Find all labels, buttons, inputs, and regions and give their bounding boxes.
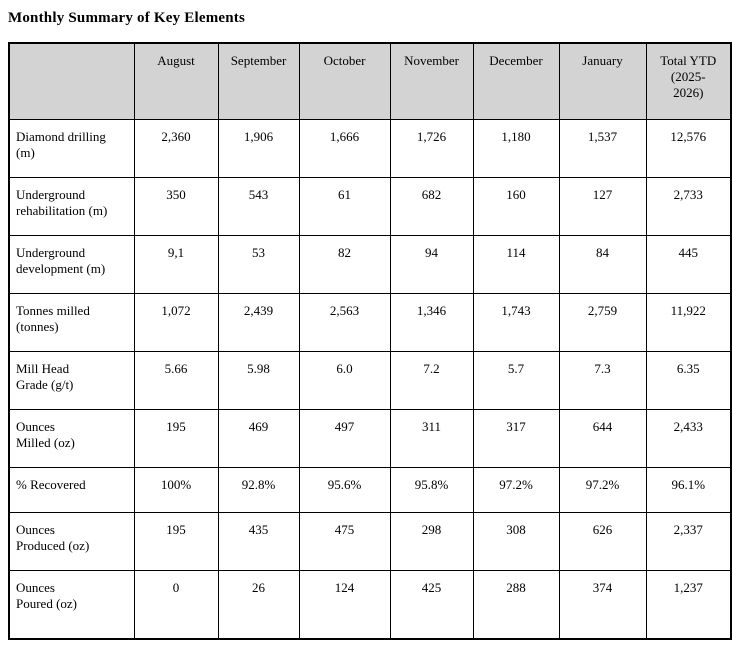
row-label: % Recovered: [8, 466, 135, 513]
row-label: Underground development (m): [8, 234, 135, 294]
column-header-september: September: [217, 42, 300, 120]
table-cell: 374: [558, 569, 647, 640]
table-cell: 82: [298, 234, 391, 294]
table-cell: 2,439: [217, 292, 300, 352]
table-cell: 127: [558, 176, 647, 236]
table-cell: 435: [217, 511, 300, 571]
table-cell: 350: [133, 176, 219, 236]
table-cell: 1,180: [472, 118, 560, 178]
table-cell: 95.8%: [389, 466, 474, 513]
row-label: Mill Head Grade (g/t): [8, 350, 135, 410]
table-cell: 97.2%: [558, 466, 647, 513]
table-cell: 9,1: [133, 234, 219, 294]
table-cell: 425: [389, 569, 474, 640]
table-cell: 7.2: [389, 350, 474, 410]
table-row: Ounces Poured (oz) 0 26 124 425 288 374 1,237: [8, 569, 732, 640]
table-cell: 12,576: [645, 118, 732, 178]
table-row: Underground rehabilitation (m) 350 543 61 68…: [8, 176, 732, 236]
table-cell: 97.2%: [472, 466, 560, 513]
table-cell: 311: [389, 408, 474, 468]
table-row: Ounces Produced (oz) 195 435 475 298 308 626 2,…: [8, 511, 732, 571]
column-header-total-ytd: Total YTD (2025- 2026): [645, 42, 732, 120]
table-cell: 288: [472, 569, 560, 640]
table-cell: 96.1%: [645, 466, 732, 513]
table-cell: 114: [472, 234, 560, 294]
table-cell: 2,360: [133, 118, 219, 178]
row-label: Tonnes milled (tonnes): [8, 292, 135, 352]
table-cell: 469: [217, 408, 300, 468]
table-row: Diamond drilling (m) 2,360 1,906 1,666 1,726…: [8, 118, 732, 178]
page-title: Monthly Summary of Key Elements: [8, 10, 246, 26]
table-cell: 317: [472, 408, 560, 468]
table-cell: 2,337: [645, 511, 732, 571]
table-cell: 1,906: [217, 118, 300, 178]
table-cell: 475: [298, 511, 391, 571]
table-cell: 5.7: [472, 350, 560, 410]
column-header-november: November: [389, 42, 474, 120]
table-cell: 2,759: [558, 292, 647, 352]
table-cell: 298: [389, 511, 474, 571]
table-cell: 1,726: [389, 118, 474, 178]
table-cell: 95.6%: [298, 466, 391, 513]
table-cell: 5.98: [217, 350, 300, 410]
table-row: Ounces Milled (oz) 195 469 497 311 317 644 2,43…: [8, 408, 732, 468]
table-row: % Recovered 100% 92.8% 95.6% 95.8% 97.2% 97.2%…: [8, 466, 732, 513]
row-label: Diamond drilling (m): [8, 118, 135, 178]
table-cell: 682: [389, 176, 474, 236]
table-cell: 2,433: [645, 408, 732, 468]
table-cell: 5.66: [133, 350, 219, 410]
column-header-october: October: [298, 42, 391, 120]
row-label: Ounces Poured (oz): [8, 569, 135, 640]
table-row: Underground development (m) 9,1 53 82 94 114 8…: [8, 234, 732, 294]
table-cell: 644: [558, 408, 647, 468]
table-cell: 94: [389, 234, 474, 294]
row-label: Ounces Milled (oz): [8, 408, 135, 468]
table-cell: 124: [298, 569, 391, 640]
row-label: Underground rehabilitation (m): [8, 176, 135, 236]
table-cell: 0: [133, 569, 219, 640]
table-cell: 1,072: [133, 292, 219, 352]
table-cell: 1,537: [558, 118, 647, 178]
table-cell: 1,666: [298, 118, 391, 178]
table-cell: 445: [645, 234, 732, 294]
table-header: August September October November Decemb…: [8, 42, 732, 120]
table-cell: 11,922: [645, 292, 732, 352]
table-cell: 1,346: [389, 292, 474, 352]
table-cell: 2,733: [645, 176, 732, 236]
table-cell: 1,743: [472, 292, 560, 352]
table-cell: 7.3: [558, 350, 647, 410]
table-cell: 53: [217, 234, 300, 294]
row-label: Ounces Produced (oz): [8, 511, 135, 571]
table-row: Tonnes milled (tonnes) 1,072 2,439 2,563 1,3…: [8, 292, 732, 352]
column-header-january: January: [558, 42, 647, 120]
table-cell: 1,237: [645, 569, 732, 640]
table-cell: 26: [217, 569, 300, 640]
table-cell: 6.35: [645, 350, 732, 410]
header-row: August September October November Decemb…: [8, 42, 732, 120]
table-row: Mill Head Grade (g/t) 5.66 5.98 6.0 7.2 5.7 7.…: [8, 350, 732, 410]
table-cell: 61: [298, 176, 391, 236]
table-cell: 497: [298, 408, 391, 468]
table-cell: 160: [472, 176, 560, 236]
table-cell: 92.8%: [217, 466, 300, 513]
column-header-blank: [8, 42, 135, 120]
table-cell: 195: [133, 408, 219, 468]
table-cell: 2,563: [298, 292, 391, 352]
table-cell: 6.0: [298, 350, 391, 410]
monthly-summary-table: August September October November Decemb…: [8, 42, 732, 640]
table-cell: 84: [558, 234, 647, 294]
table-cell: 626: [558, 511, 647, 571]
table-cell: 543: [217, 176, 300, 236]
table-cell: 308: [472, 511, 560, 571]
column-header-december: December: [472, 42, 560, 120]
table-cell: 195: [133, 511, 219, 571]
column-header-august: August: [133, 42, 219, 120]
table-cell: 100%: [133, 466, 219, 513]
table-body: Diamond drilling (m) 2,360 1,906 1,666 1,726…: [8, 118, 732, 640]
